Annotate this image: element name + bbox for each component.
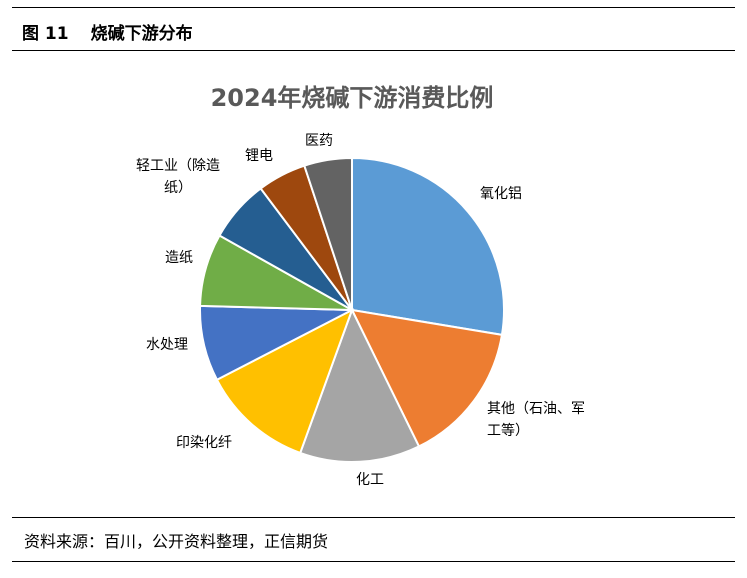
pie-slice-9 (303, 156, 353, 311)
pie-slices (199, 156, 505, 463)
slice-label-3: 化工 (356, 472, 384, 488)
source-note: 资料来源：百川，公开资料整理，正信期货 (24, 532, 329, 551)
top-rule (12, 7, 735, 8)
source-rule-bottom (12, 561, 735, 562)
pie-slice-4 (215, 307, 354, 455)
slice-label-5: 水处理 (146, 337, 188, 353)
slice-label-4: 印染化纤 (176, 435, 232, 451)
pie-slice-3 (298, 307, 421, 463)
slice-label-8: 锂电 (245, 148, 273, 164)
chart-title: 2024年烧碱下游消费比例 (211, 84, 494, 112)
source-rule-top (12, 517, 735, 518)
slice-label-7: 轻工业（除造纸） (136, 158, 220, 196)
figure-header: 图 11 烧碱下游分布 (22, 18, 193, 44)
slice-label-1: 氧化铝 (480, 186, 522, 202)
pie-slice-1 (351, 156, 505, 337)
slice-label-6: 造纸 (165, 250, 193, 266)
slice-label-9: 医药 (305, 133, 333, 149)
pie-slice-2 (350, 308, 504, 448)
header-rule (12, 50, 735, 51)
figure-number: 图 11 (22, 23, 69, 44)
figure-caption: 烧碱下游分布 (90, 23, 193, 44)
slice-label-2: 其他（石油、军工等） (487, 401, 585, 439)
